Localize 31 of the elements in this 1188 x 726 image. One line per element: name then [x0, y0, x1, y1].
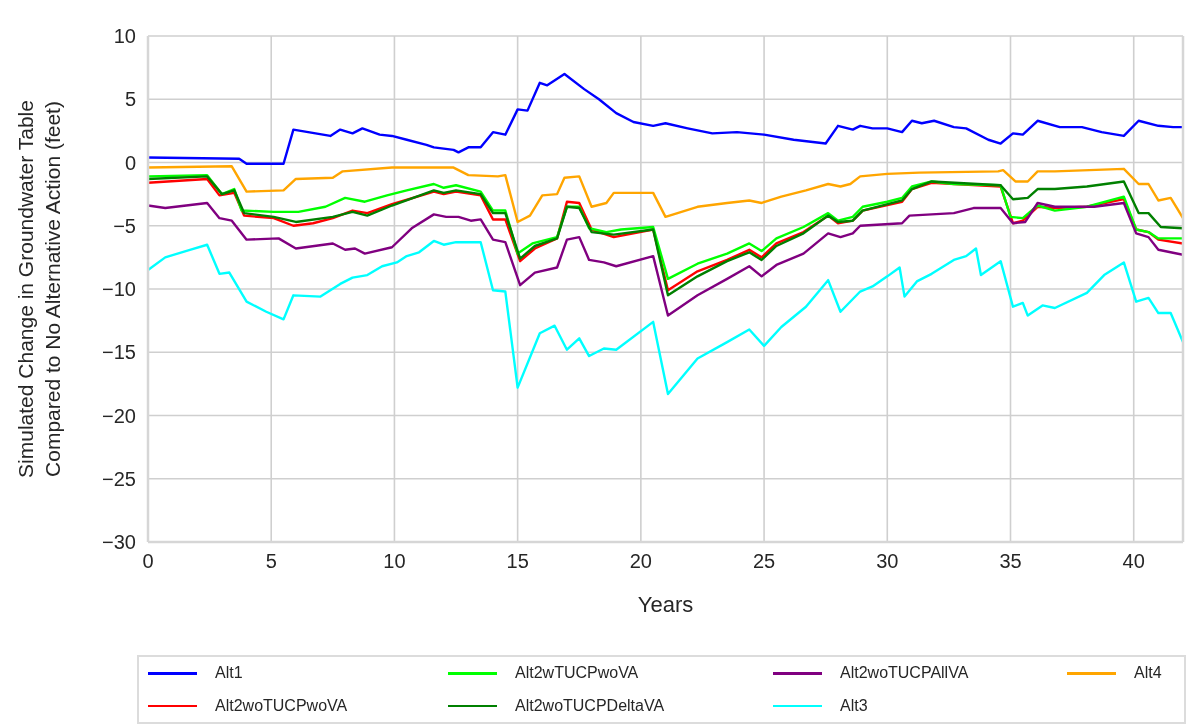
x-tick-label: 20: [629, 550, 652, 573]
legend-label: Alt2woTUCPDeltaVA: [515, 696, 665, 715]
x-tick-label: 35: [999, 550, 1022, 573]
y-tick-label: −30: [102, 531, 136, 554]
x-tick-label: 5: [265, 550, 277, 573]
x-tick-label: 10: [383, 550, 406, 573]
y-tick-label: 5: [124, 88, 136, 111]
y-tick-label: 0: [124, 151, 136, 174]
y-tick-label: −25: [102, 467, 136, 490]
x-tick-label: 15: [506, 550, 529, 573]
legend-label: Alt2woTUCPwoVA: [215, 696, 348, 715]
x-tick-label: 25: [752, 550, 776, 573]
y-tick-label: −10: [102, 278, 136, 301]
y-tick-label: −20: [102, 404, 136, 427]
line-series: [148, 201, 1183, 317]
x-tick-label: 30: [876, 550, 899, 573]
line-series: [148, 165, 1183, 224]
line-series: [148, 239, 1183, 396]
y-tick-label: −5: [113, 214, 136, 237]
x-tick-label: 0: [142, 550, 154, 573]
x-tick-label: 40: [1122, 550, 1145, 573]
line-series: [148, 72, 1183, 165]
y-tick-label: 10: [113, 25, 136, 48]
legend-label: Alt1: [215, 664, 243, 683]
legend-label: Alt3: [840, 696, 868, 715]
y-tick-label: −15: [102, 341, 136, 364]
x-axis-title: Years: [637, 591, 694, 617]
legend-label: Alt2wTUCPwoVA: [515, 664, 639, 683]
legend-label: Alt2woTUCPAllVA: [840, 664, 969, 683]
legend-label: Alt4: [1134, 664, 1162, 683]
y-axis-title: Simulated Change in Groundwater Table Compared to No Alternative Action (feet): [13, 100, 63, 478]
